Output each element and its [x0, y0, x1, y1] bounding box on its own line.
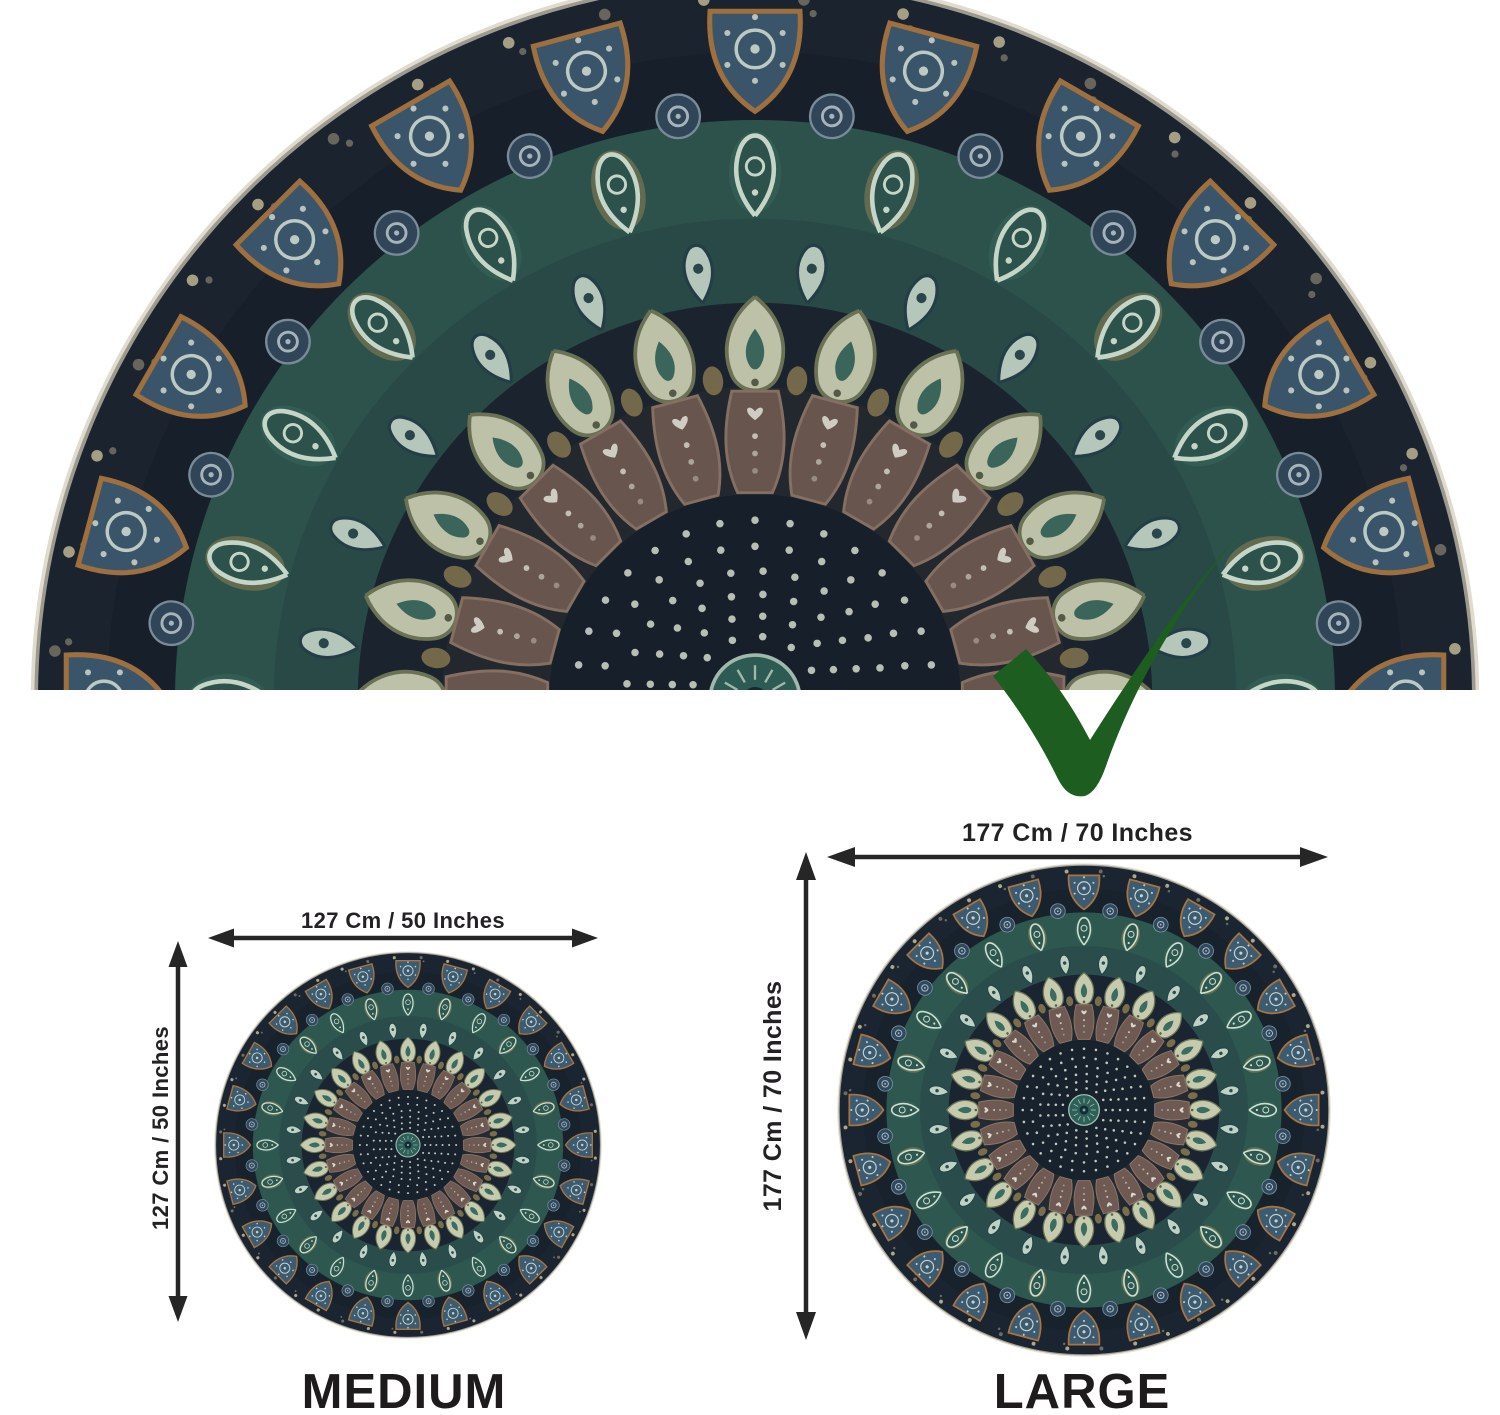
medium-tapestry-photo [214, 951, 602, 1339]
large-width-arrow [827, 847, 1328, 867]
large-height-arrow [796, 852, 816, 1340]
medium-height-arrow [168, 941, 188, 1322]
large-tapestry-photo [837, 863, 1331, 1357]
large-height-label: 177 Cm / 70 Inches [759, 980, 787, 1212]
large-size-label: LARGE [993, 1365, 1171, 1415]
medium-size-label: MEDIUM [301, 1365, 507, 1415]
check-icon [993, 487, 1281, 797]
medium-width-arrow [208, 928, 598, 948]
check-glyph [993, 487, 1281, 797]
mandala-pattern-hero [30, 0, 1480, 690]
medium-width-label: 127 Cm / 50 Inches [300, 908, 506, 933]
tapestry-top-half-photo [0, 0, 1500, 690]
large-width-label: 177 Cm / 70 Inches [962, 819, 1193, 847]
